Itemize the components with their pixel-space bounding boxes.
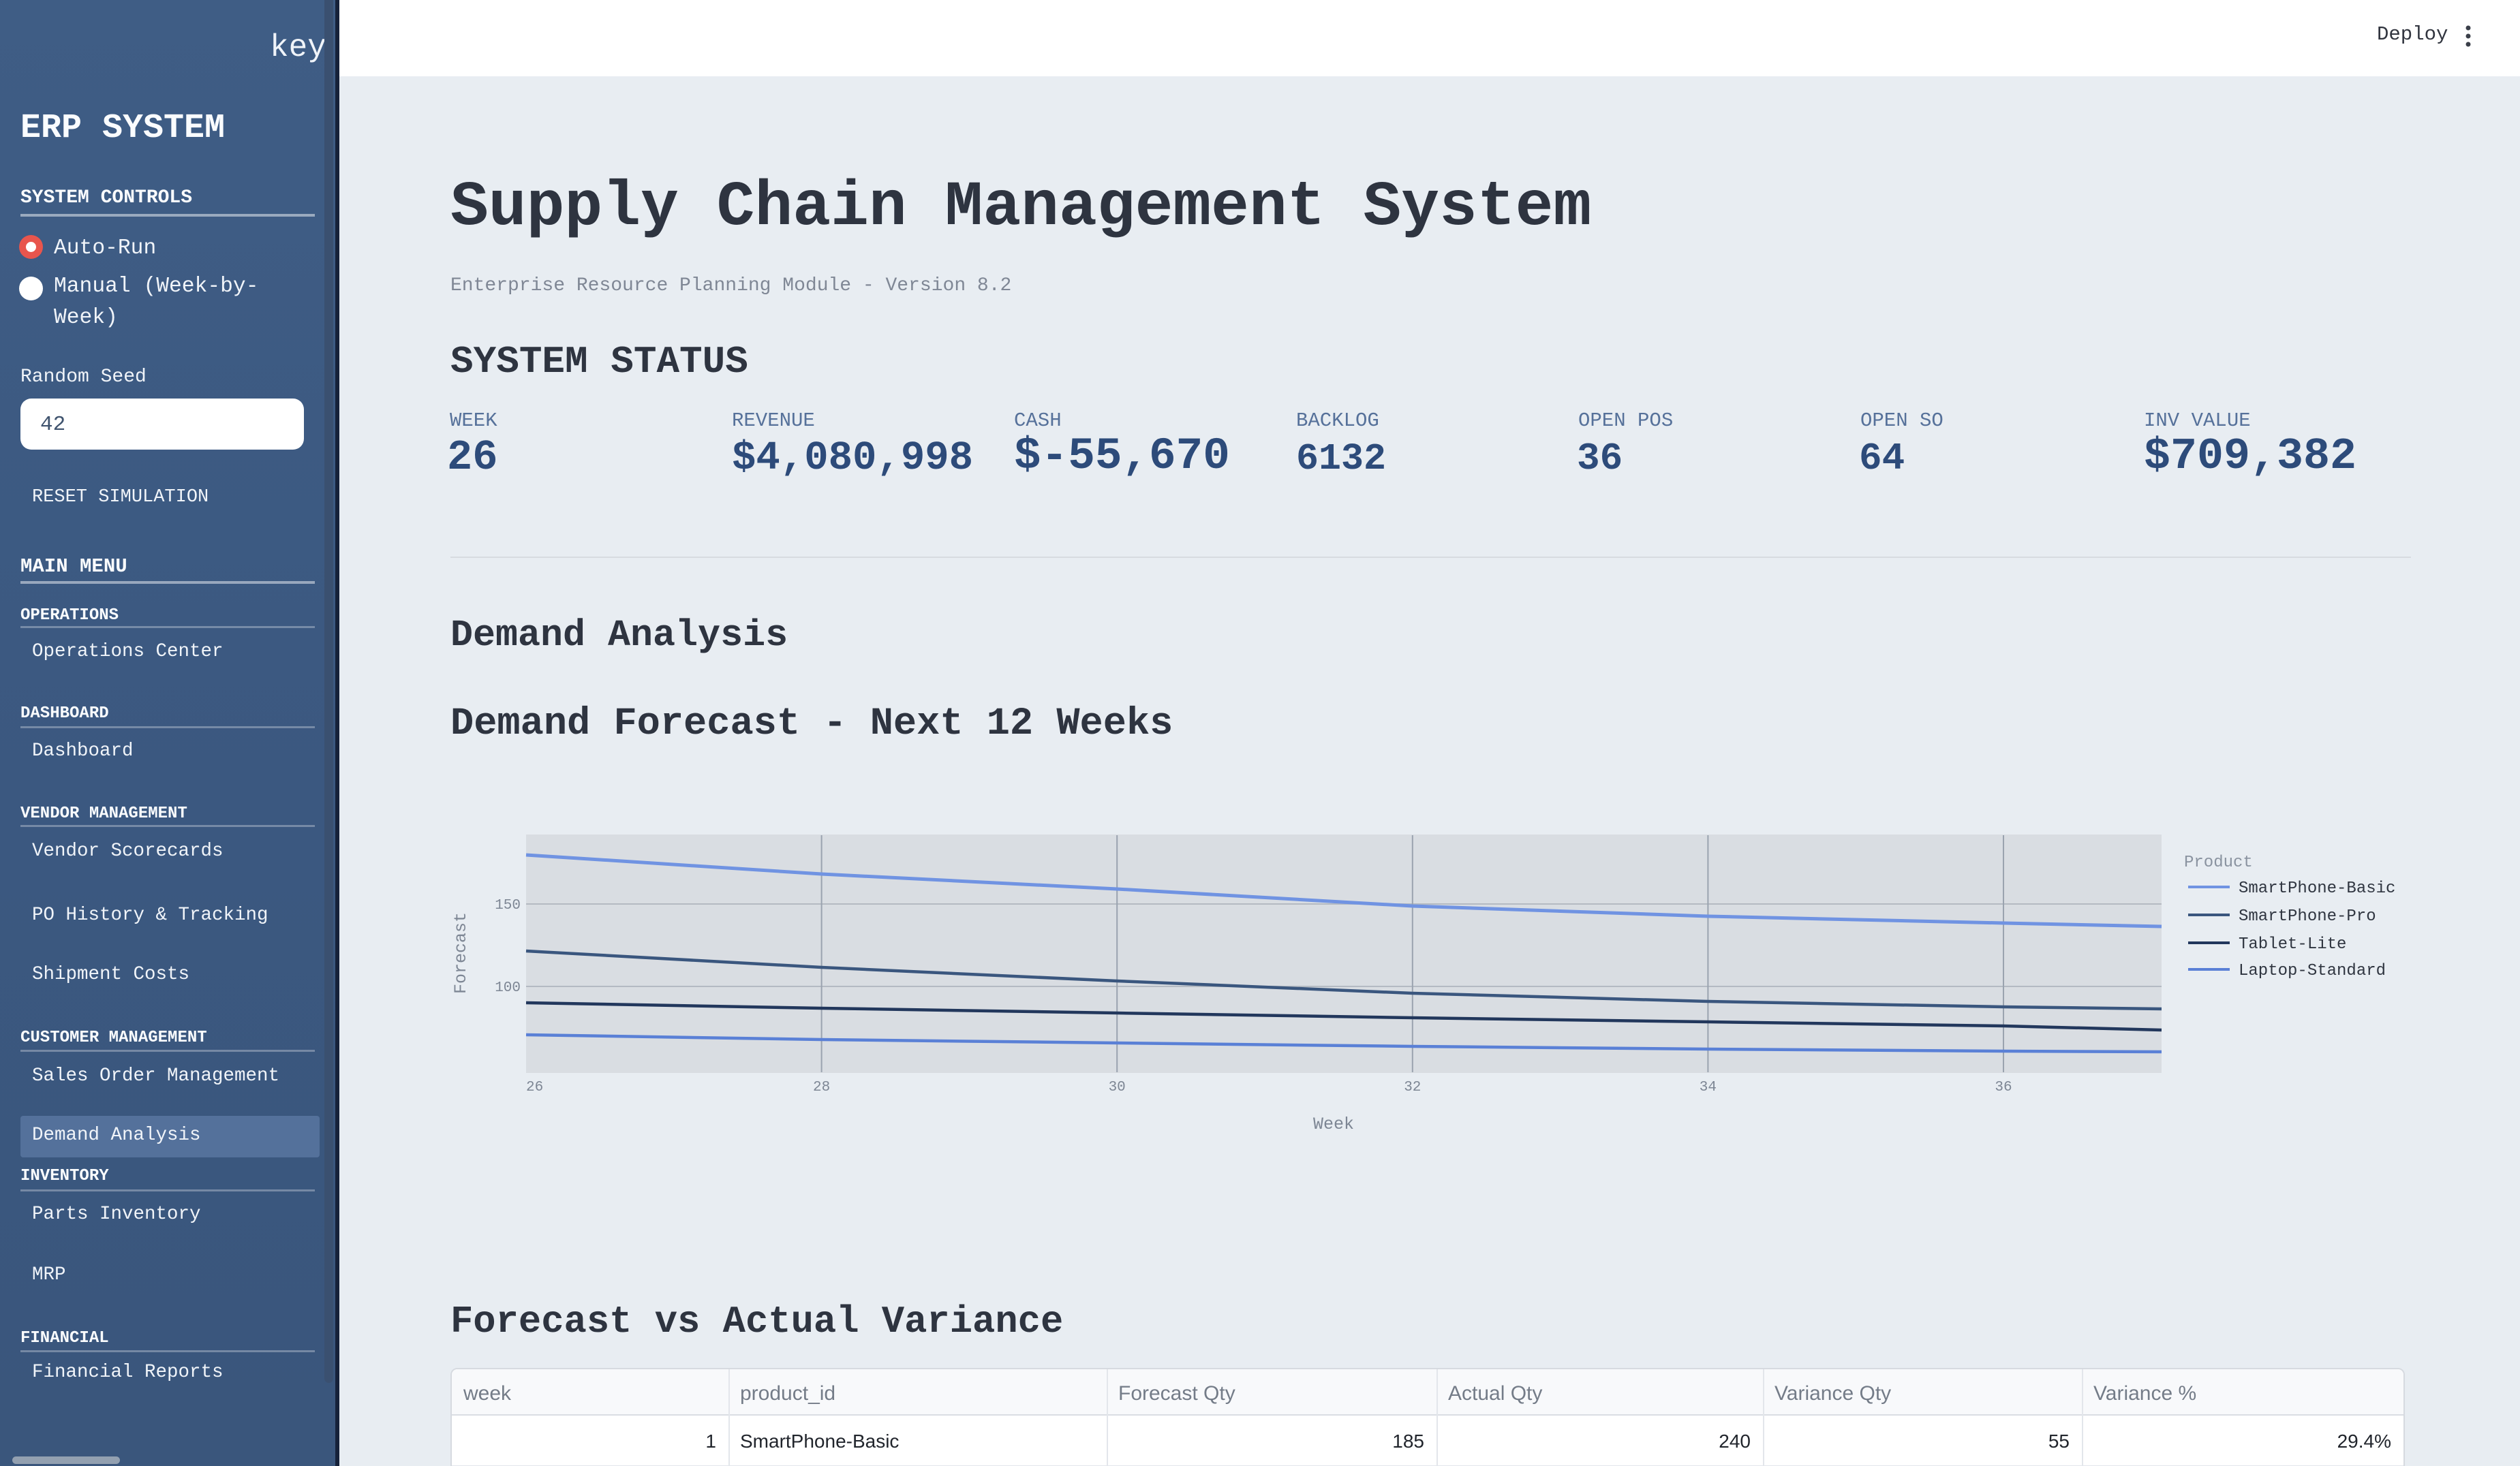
svg-text:30: 30 xyxy=(1109,1080,1126,1095)
svg-text:Week: Week xyxy=(1313,1114,1354,1134)
svg-text:Forecast: Forecast xyxy=(451,912,471,994)
svg-text:32: 32 xyxy=(1404,1080,1421,1095)
svg-text:SmartPhone-Pro: SmartPhone-Pro xyxy=(2239,907,2376,926)
svg-text:26: 26 xyxy=(526,1080,543,1095)
svg-text:Tablet-Lite: Tablet-Lite xyxy=(2239,935,2346,954)
svg-text:150: 150 xyxy=(495,898,521,914)
svg-text:28: 28 xyxy=(813,1080,830,1095)
svg-text:Laptop-Standard: Laptop-Standard xyxy=(2239,962,2386,980)
svg-text:Product: Product xyxy=(2184,854,2253,872)
svg-text:34: 34 xyxy=(1700,1080,1717,1095)
svg-text:100: 100 xyxy=(495,980,521,996)
svg-text:36: 36 xyxy=(1995,1080,2012,1095)
svg-text:SmartPhone-Basic: SmartPhone-Basic xyxy=(2239,879,2395,898)
